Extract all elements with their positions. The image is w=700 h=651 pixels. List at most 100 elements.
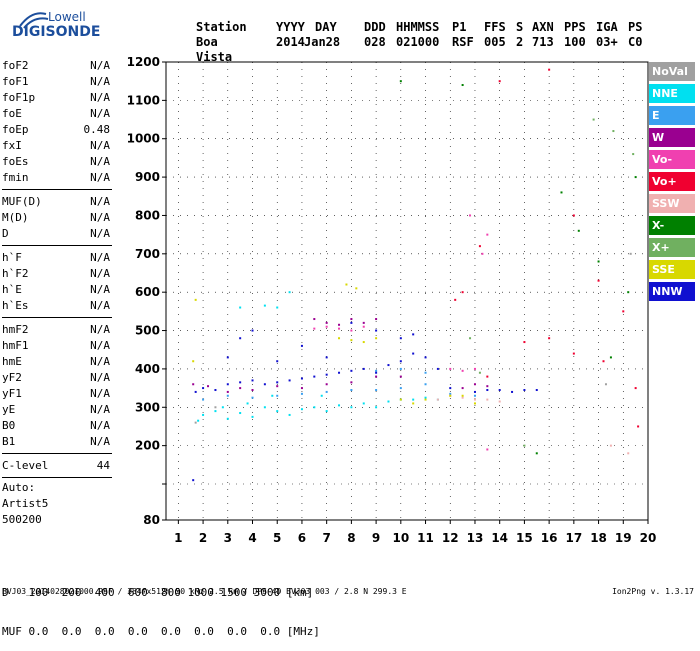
param-value: N/A bbox=[90, 195, 110, 208]
legend-item: NoVal bbox=[649, 62, 695, 81]
data-point bbox=[338, 337, 341, 340]
data-point bbox=[399, 367, 402, 370]
param-value: N/A bbox=[90, 155, 110, 168]
data-point bbox=[486, 385, 489, 388]
data-point bbox=[609, 356, 612, 359]
x-tick-label: 7 bbox=[322, 531, 330, 545]
data-point bbox=[597, 260, 600, 263]
data-point bbox=[486, 389, 489, 392]
data-point bbox=[350, 389, 353, 392]
x-tick-label: 15 bbox=[516, 531, 533, 545]
data-point bbox=[634, 176, 637, 179]
data-point bbox=[214, 389, 217, 392]
param-row: foEs N/A bbox=[2, 154, 110, 170]
y-tick-label: 900 bbox=[135, 170, 160, 184]
data-point bbox=[202, 398, 205, 401]
param-name: yE bbox=[2, 403, 16, 416]
param-row: hmF1 N/A bbox=[2, 338, 110, 354]
param-name: B0 bbox=[2, 419, 16, 432]
legend-item: NNW bbox=[649, 282, 695, 301]
data-point bbox=[300, 387, 303, 390]
data-point bbox=[207, 385, 210, 388]
data-point bbox=[251, 396, 254, 399]
data-point bbox=[214, 406, 217, 409]
auto-line: 500200 bbox=[2, 513, 42, 526]
param-name: MUF(D) bbox=[2, 195, 42, 208]
param-value: N/A bbox=[90, 91, 110, 104]
header-label: HHMMSS bbox=[396, 20, 440, 34]
data-point bbox=[300, 344, 303, 347]
data-point bbox=[461, 387, 464, 390]
y-tick-label: 1000 bbox=[127, 132, 160, 146]
param-value: N/A bbox=[90, 339, 110, 352]
data-point bbox=[461, 84, 464, 87]
data-point bbox=[387, 364, 390, 367]
param-row: fmin N/A bbox=[2, 170, 110, 186]
x-tick-label: 14 bbox=[491, 531, 508, 545]
data-point bbox=[226, 390, 229, 393]
legend-item: Vo+ bbox=[649, 172, 695, 191]
param-value: N/A bbox=[90, 251, 110, 264]
data-point bbox=[461, 396, 464, 399]
data-point bbox=[338, 327, 341, 330]
data-point bbox=[375, 318, 378, 321]
data-point bbox=[424, 398, 427, 401]
data-point bbox=[469, 214, 472, 217]
param-row: B0 N/A bbox=[2, 418, 110, 434]
data-point bbox=[572, 214, 575, 217]
data-point bbox=[473, 394, 476, 397]
param-row: yF1 N/A bbox=[2, 386, 110, 402]
data-point bbox=[320, 394, 323, 397]
param-value: N/A bbox=[90, 355, 110, 368]
y-tick-label: 700 bbox=[135, 247, 160, 261]
param-value: N/A bbox=[90, 227, 110, 240]
data-point bbox=[251, 389, 254, 392]
header-value: 03+ bbox=[596, 35, 618, 49]
x-tick-label: 16 bbox=[541, 531, 558, 545]
data-point bbox=[375, 337, 378, 340]
header-value: 021000 bbox=[396, 35, 440, 49]
legend: NoVal NNE E W Vo- Vo+ SSW X- X+ SSE NNW bbox=[649, 62, 695, 304]
param-row: h`E N/A bbox=[2, 282, 110, 298]
data-point bbox=[350, 321, 353, 324]
param-row: foEp 0.48 bbox=[2, 122, 110, 138]
auto-line: Auto: bbox=[2, 481, 36, 494]
header-value: 2 bbox=[516, 35, 524, 49]
data-point bbox=[436, 398, 439, 401]
data-point bbox=[449, 387, 452, 390]
data-point bbox=[271, 394, 274, 397]
data-point bbox=[194, 390, 197, 393]
data-point bbox=[338, 371, 341, 374]
data-point bbox=[469, 337, 472, 340]
header-label: FFS bbox=[484, 20, 506, 34]
data-point bbox=[375, 406, 378, 409]
auto-line: Artist5 bbox=[2, 497, 49, 510]
param-name: foF1 bbox=[2, 75, 29, 88]
data-point bbox=[399, 360, 402, 363]
param-name: D bbox=[2, 227, 9, 240]
data-point bbox=[246, 402, 249, 405]
data-point bbox=[609, 444, 612, 447]
data-point bbox=[375, 375, 378, 378]
parameter-table: foF2 N/A foF1 N/A foF1p N/A foE N/A foEp 0.48 fxI N… bbox=[2, 58, 112, 482]
data-point bbox=[288, 291, 291, 294]
data-point bbox=[548, 337, 551, 340]
data-point bbox=[424, 396, 427, 399]
param-name: h`Es bbox=[2, 299, 29, 312]
data-point bbox=[300, 377, 303, 380]
header-value: 005 bbox=[484, 35, 506, 49]
param-value: N/A bbox=[90, 299, 110, 312]
data-point bbox=[634, 387, 637, 390]
data-point bbox=[325, 325, 328, 328]
param-value: 44 bbox=[96, 459, 110, 472]
data-point bbox=[548, 68, 551, 71]
data-point bbox=[288, 379, 291, 382]
separator bbox=[2, 317, 112, 318]
header-label: DDD bbox=[364, 20, 386, 34]
data-point bbox=[202, 387, 205, 390]
data-point bbox=[478, 245, 481, 248]
data-point bbox=[350, 329, 353, 332]
param-value: N/A bbox=[90, 75, 110, 88]
data-point bbox=[486, 398, 489, 401]
data-point bbox=[498, 80, 501, 83]
